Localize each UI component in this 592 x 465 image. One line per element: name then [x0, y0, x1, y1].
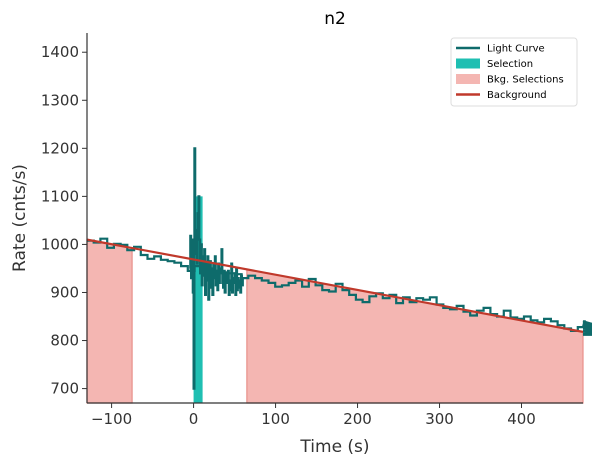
- legend-label: Selection: [487, 59, 533, 70]
- light-curve-fine: [189, 147, 244, 390]
- plot-area: [86, 147, 592, 404]
- legend-label: Background: [487, 90, 547, 101]
- bkg-selection-region-2: [246, 268, 584, 404]
- y-tick-label: 1200: [41, 139, 79, 157]
- background-fit-line: [86, 238, 584, 333]
- y-tick-label: 800: [50, 332, 79, 350]
- x-tick-label: 200: [343, 410, 372, 428]
- y-axis-label: Rate (cnts/s): [10, 164, 30, 272]
- legend: Light Curve Selection Bkg. Selections Backg…: [450, 37, 578, 107]
- x-axis-label: Time (s): [299, 437, 369, 457]
- y-tick-label: 900: [50, 283, 79, 301]
- legend-label: Light Curve: [487, 44, 545, 55]
- selection-region: [193, 196, 203, 403]
- legend-label: Bkg. Selections: [487, 75, 564, 86]
- y-tick-label: 1400: [41, 43, 79, 61]
- y-tick-label: 1300: [41, 91, 79, 109]
- legend-box: [450, 37, 578, 107]
- y-tick-label: 1000: [41, 235, 79, 253]
- legend-swatch-patch: [456, 74, 480, 84]
- legend-swatch-patch: [456, 58, 480, 69]
- y-tick-label: 1100: [41, 187, 79, 205]
- bkg-selection-region-1: [86, 238, 133, 404]
- y-tick-label: 700: [50, 380, 79, 398]
- chart-title: n2: [324, 9, 346, 29]
- x-tick-label: 0: [189, 410, 199, 428]
- x-tick-label: −100: [91, 410, 132, 428]
- x-tick-label: 400: [507, 410, 536, 428]
- axes: −100 0 100 200 300 400 700 800 900 1000 1100 1200 13…: [41, 33, 583, 428]
- x-tick-label: 100: [261, 410, 290, 428]
- x-tick-label: 300: [425, 410, 454, 428]
